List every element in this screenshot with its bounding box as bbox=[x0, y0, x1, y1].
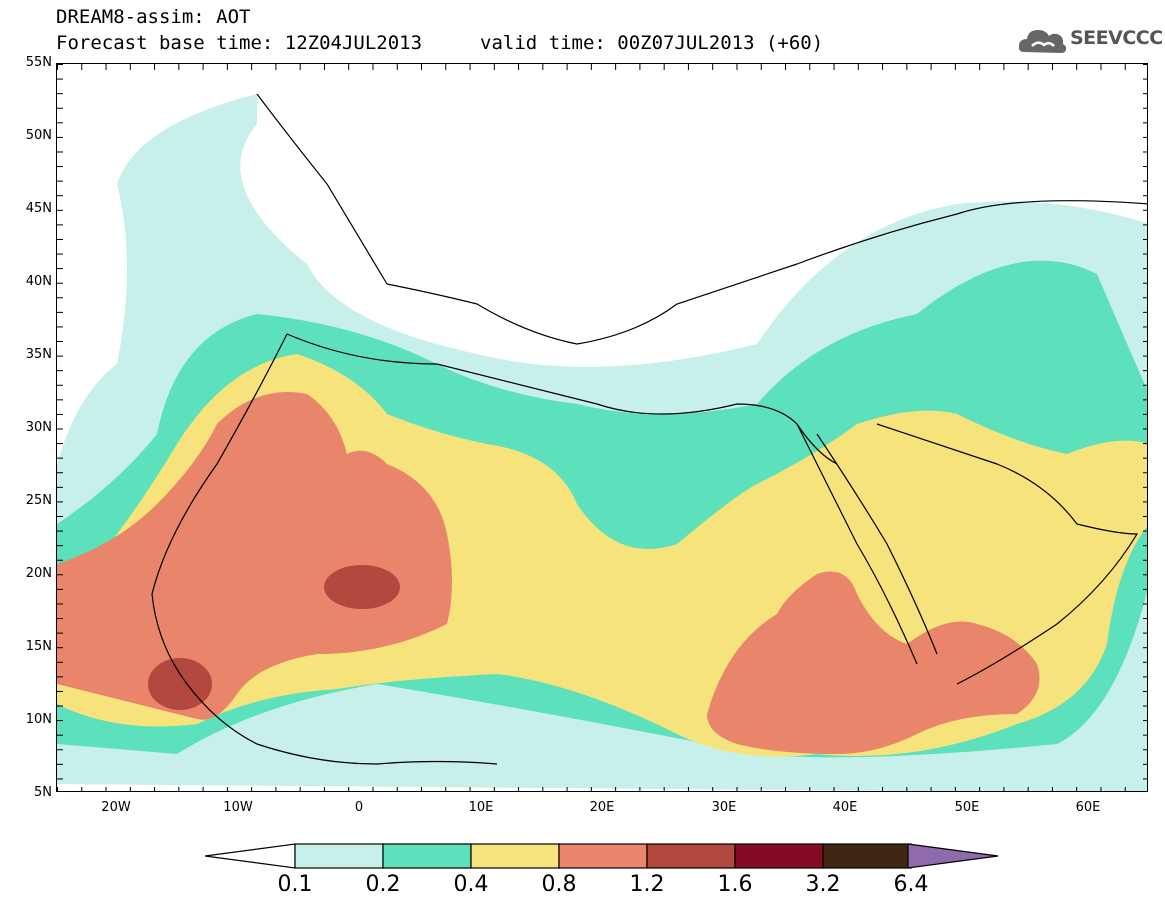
colorbar-box-4 bbox=[646, 843, 736, 869]
colorbar-label-4: 1.2 bbox=[629, 872, 665, 897]
colorbar-under-arrow bbox=[205, 843, 296, 869]
map-title: DREAM8-assim: AOT bbox=[56, 6, 251, 28]
colorbar-label-3: 0.8 bbox=[541, 872, 577, 897]
colorbar-box-2 bbox=[470, 843, 560, 869]
lon-label-50e: 50E bbox=[954, 800, 980, 815]
colorbar-label-2: 0.4 bbox=[453, 872, 489, 897]
colorbar-label-1: 0.2 bbox=[365, 872, 401, 897]
lat-label-40n: 40N bbox=[25, 274, 52, 289]
lat-label-5n: 5N bbox=[34, 785, 52, 800]
lat-label-15n: 15N bbox=[25, 639, 52, 654]
colorbar-box-6 bbox=[822, 843, 912, 869]
lon-label-0: 0 bbox=[354, 800, 364, 815]
aot-band-12-senegal bbox=[148, 658, 212, 710]
colorbar-label-0: 0.1 bbox=[277, 872, 313, 897]
aot-band-08-east bbox=[707, 571, 1040, 754]
coastline-europe bbox=[256, 93, 1147, 345]
valid-time: valid time: 00Z07JUL2013 (+60) bbox=[480, 32, 824, 54]
colorbar-box-0 bbox=[294, 843, 384, 869]
aot-map bbox=[56, 63, 1148, 792]
lon-label-20w: 20W bbox=[101, 800, 131, 815]
lon-label-40e: 40E bbox=[832, 800, 858, 815]
forecast-base-time: Forecast base time: 12Z04JUL2013 bbox=[56, 32, 423, 54]
colorbar-box-1 bbox=[382, 843, 472, 869]
lon-label-10w: 10W bbox=[223, 800, 253, 815]
colorbar bbox=[205, 843, 999, 869]
lon-label-10e: 10E bbox=[468, 800, 494, 815]
colorbar-over-arrow bbox=[907, 843, 999, 869]
aot-band-08-west bbox=[57, 392, 452, 720]
seevccc-logo: SEEVCCC bbox=[1018, 22, 1163, 58]
map-canvas bbox=[57, 64, 1147, 791]
coastline-north-africa bbox=[286, 333, 838, 465]
lat-label-10n: 10N bbox=[25, 712, 52, 727]
colorbar-box-3 bbox=[558, 843, 648, 869]
coastline-west-africa bbox=[151, 333, 498, 765]
lat-label-45n: 45N bbox=[25, 201, 52, 216]
lat-label-55n: 55N bbox=[25, 55, 52, 70]
colorbar-label-7: 6.4 bbox=[893, 872, 929, 897]
lon-label-30e: 30E bbox=[711, 800, 737, 815]
colorbar-label-5: 1.6 bbox=[717, 872, 753, 897]
lat-label-35n: 35N bbox=[25, 347, 52, 362]
red-sea bbox=[796, 423, 938, 665]
cloud-icon bbox=[1018, 30, 1067, 53]
colorbar-label-6: 3.2 bbox=[805, 872, 841, 897]
logo-text: SEEVCCC bbox=[1070, 27, 1163, 49]
lon-label-60e: 60E bbox=[1075, 800, 1101, 815]
arabian-coast bbox=[876, 423, 1139, 685]
lat-label-25n: 25N bbox=[25, 493, 52, 508]
aot-band-12-mali bbox=[324, 565, 400, 609]
colorbar-box-5 bbox=[734, 843, 824, 869]
lat-label-30n: 30N bbox=[25, 420, 52, 435]
lat-label-20n: 20N bbox=[25, 566, 52, 581]
lat-label-50n: 50N bbox=[25, 128, 52, 143]
lon-label-20e: 20E bbox=[589, 800, 615, 815]
